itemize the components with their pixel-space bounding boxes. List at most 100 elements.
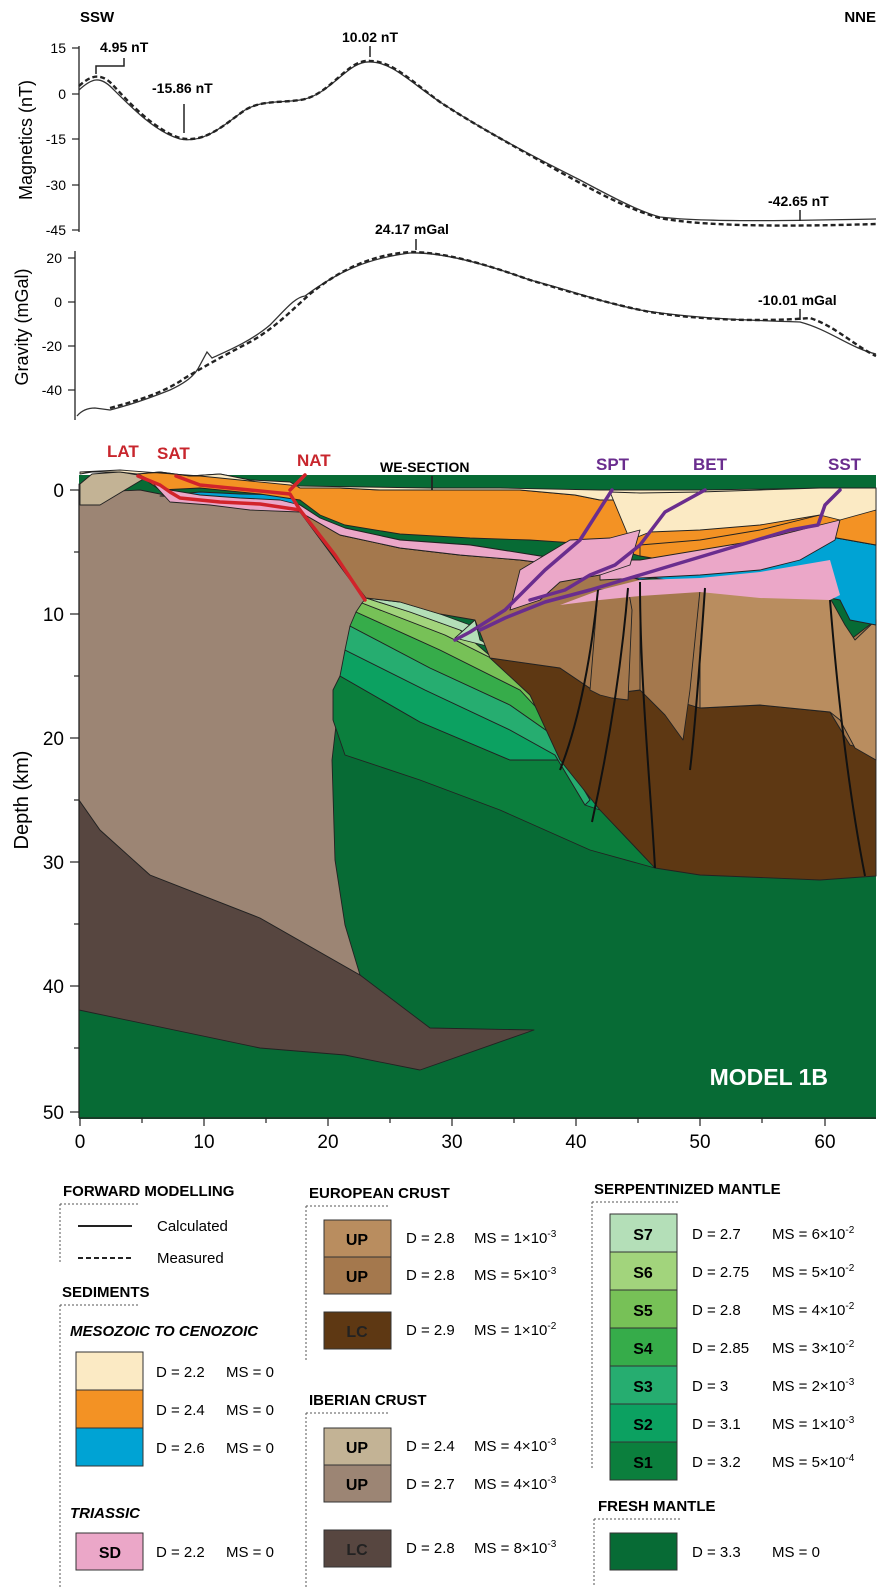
legend-european-title: EUROPEAN CRUST (309, 1185, 450, 1202)
legend-code: UP (346, 1269, 369, 1286)
model-label: MODEL 1B (710, 1064, 828, 1090)
legend-bracket (593, 1518, 682, 1587)
sst-fault (478, 488, 842, 632)
legend-swatch (323, 1219, 392, 1258)
legend-bracket (305, 1205, 390, 1360)
legend-density: D = 2.9 (406, 1322, 455, 1339)
mag-tick-label: -15 (46, 131, 66, 147)
grav-tick-label: -40 (42, 382, 62, 398)
legend-bracket (591, 1201, 680, 1470)
gravity-calculated-curve (76, 252, 877, 417)
legend-ms: MS = 8×10-3 (474, 1539, 557, 1557)
mag-tick-label: -45 (46, 222, 66, 238)
mag-annotation: 4.95 nT (100, 39, 149, 55)
legend-density: D = 2.85 (692, 1340, 749, 1357)
legend-code: S3 (633, 1379, 653, 1396)
legend-code: S2 (633, 1417, 653, 1434)
legend-swatch (609, 1532, 678, 1571)
legend-code: S4 (633, 1341, 653, 1358)
legend-swatch (323, 1311, 392, 1350)
legend-ms: MS = 0 (226, 1364, 274, 1381)
legend-meso-title: MESOZOIC TO CENOZOIC (70, 1323, 259, 1340)
legend-ms: MS = 3×10-2 (772, 1339, 855, 1357)
bet-fault (528, 488, 707, 602)
fault-label-sat: SAT (157, 444, 190, 463)
distance-ticks (79, 1118, 826, 1126)
legend-ms: MS = 0 (226, 1440, 274, 1457)
legend-swatch (609, 1251, 678, 1291)
distance-tick-label: 50 (689, 1132, 710, 1153)
legend-density: D = 2.75 (692, 1264, 749, 1281)
depth-tick-label: 0 (53, 481, 64, 502)
legend-density: D = 2.4 (406, 1438, 455, 1455)
mag-tick-label: -30 (46, 177, 66, 193)
legend-density: D = 3.2 (692, 1454, 741, 1471)
legend-ms: MS = 1×10-2 (474, 1321, 557, 1339)
legend-swatch (75, 1532, 144, 1571)
legend-density: D = 2.4 (156, 1402, 205, 1419)
depth-tick-label: 30 (43, 853, 64, 874)
section-label-we: WE-SECTION (380, 459, 469, 475)
legend-code: UP (346, 1440, 369, 1457)
legend-density: D = 2.7 (692, 1226, 741, 1243)
legend-swatch (75, 1351, 144, 1391)
legend-density: D = 2.7 (406, 1476, 455, 1493)
legend-swatch (609, 1289, 678, 1329)
legend-density: D = 2.8 (692, 1302, 741, 1319)
legend-code: SD (99, 1545, 121, 1562)
mag-annotation: -15.86 nT (152, 80, 213, 96)
lat-fault (136, 474, 302, 512)
legend-ms: MS = 4×10-3 (474, 1437, 557, 1455)
legend-density: D = 2.2 (156, 1364, 205, 1381)
legend-ms: MS = 6×10-2 (772, 1225, 855, 1243)
legend-swatch (323, 1529, 392, 1568)
legend-code: UP (346, 1232, 369, 1249)
legend-density: D = 3.3 (692, 1544, 741, 1561)
legend-code: S6 (633, 1265, 653, 1282)
legend-code: S5 (633, 1303, 653, 1320)
triassic-wedge-body (509, 529, 641, 611)
legend-swatch (75, 1389, 144, 1429)
legend-density: D = 3 (692, 1378, 728, 1395)
distance-tick-label: 40 (565, 1132, 586, 1153)
grav-annotation: -10.01 mGal (758, 292, 837, 308)
depth-tick-label: 20 (43, 729, 64, 750)
magnetics-panel: 15 0 -15 -30 -45 Magnetics (nT) 4.95 nT … (16, 29, 877, 238)
magnetics-measured-curve (78, 59, 877, 227)
mag-annotation-leader (95, 58, 125, 74)
grav-tick-label: -20 (42, 338, 62, 354)
fault-label-spt: SPT (596, 455, 630, 474)
legend-ms: MS = 1×10-3 (474, 1229, 557, 1247)
spt-fault (453, 488, 614, 642)
depth-tick-label: 40 (43, 977, 64, 998)
distance-tick-label: 0 (75, 1132, 86, 1153)
depth-tick-label: 50 (43, 1103, 64, 1124)
distance-tick-label: 10 (193, 1132, 214, 1153)
legend-swatch (323, 1256, 392, 1295)
nat-fault (288, 473, 307, 492)
sediment-cream-right-body (609, 487, 877, 541)
legend-ms: MS = 0 (226, 1402, 274, 1419)
mag-annotation: 10.02 nT (342, 29, 398, 45)
fault-label-lat: LAT (107, 442, 139, 461)
direction-nne: NNE (844, 9, 876, 26)
cross-section (78, 469, 877, 1119)
fault-label-sst: SST (828, 455, 862, 474)
legend-code: LC (346, 1542, 368, 1559)
magnetics-ticks (72, 47, 79, 231)
legend-density: D = 2.8 (406, 1230, 455, 1247)
crustal-faults (559, 581, 866, 877)
gravity-panel: 20 0 -20 -40 Gravity (mGal) 24.17 mGal -… (12, 221, 877, 420)
depth-ticks (70, 489, 79, 1113)
legend-serp-swatches (609, 1213, 678, 1481)
legend-bracket (59, 1304, 140, 1587)
legend-serp-title: SERPENTINIZED MANTLE (594, 1181, 781, 1198)
legend-swatch (75, 1427, 144, 1467)
legend-measured-label: Measured (157, 1250, 224, 1267)
grav-annotation: 24.17 mGal (375, 221, 449, 237)
distance-tick-label: 30 (441, 1132, 462, 1153)
legend-code: S7 (633, 1227, 653, 1244)
legend-density: D = 2.8 (406, 1267, 455, 1284)
distance-tick-label: 60 (814, 1132, 835, 1153)
